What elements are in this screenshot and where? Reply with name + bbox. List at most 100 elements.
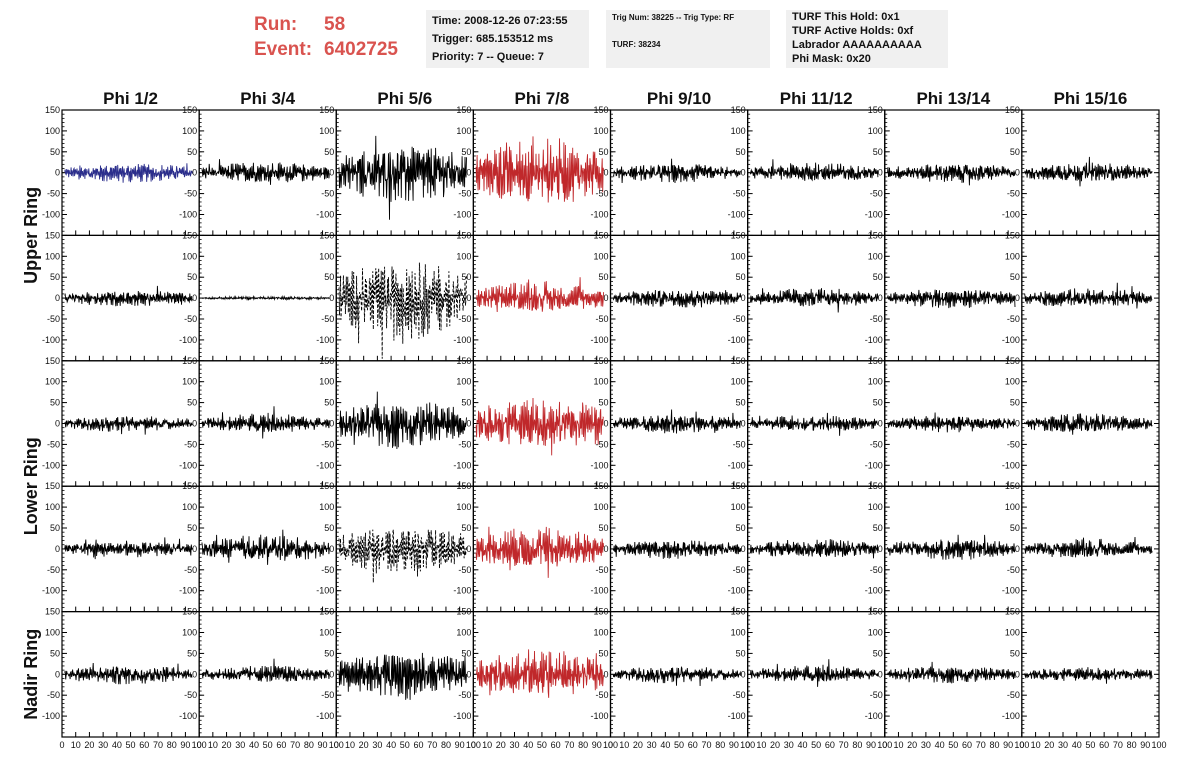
x-tick-label: 40: [112, 740, 122, 750]
y-tick-label: -50: [733, 565, 746, 575]
y-tick-label: -50: [184, 189, 197, 199]
x-tick-label: 20: [770, 740, 780, 750]
event-row: Event: 6402725: [254, 37, 398, 62]
y-tick-label: 0: [878, 669, 883, 679]
y-tick-label: 150: [1005, 481, 1020, 491]
y-tick-label: -100: [316, 210, 334, 220]
y-tick-label: 0: [329, 669, 334, 679]
y-tick-label: 0: [466, 544, 471, 554]
y-tick-label: 50: [598, 523, 608, 533]
y-tick-label: -50: [184, 565, 197, 575]
waveform-trace: [201, 294, 330, 302]
y-tick-label: -100: [590, 460, 608, 470]
y-tick-label: 50: [873, 147, 883, 157]
y-tick-label: 100: [182, 251, 197, 261]
ring-label: Lower Ring: [21, 437, 41, 535]
x-tick-label: 30: [372, 740, 382, 750]
y-tick-label: -100: [728, 711, 746, 721]
y-tick-label: 0: [55, 544, 60, 554]
x-tick-label: 10: [208, 740, 218, 750]
x-tick-label: 30: [98, 740, 108, 750]
column-title: Phi 1/2: [103, 89, 158, 108]
x-tick-label: 20: [1044, 740, 1054, 750]
x-tick-label: 90: [1140, 740, 1150, 750]
column-title: Phi 9/10: [647, 89, 711, 108]
column-title: Phi 13/14: [916, 89, 990, 108]
y-tick-label: 100: [319, 251, 334, 261]
y-tick-label: 0: [741, 669, 746, 679]
y-tick-label: 150: [182, 356, 197, 366]
y-tick-label: 100: [1005, 126, 1020, 136]
y-tick-label: -100: [179, 210, 197, 220]
waveform-trace: [64, 662, 193, 685]
run-label: Run:: [254, 14, 298, 35]
y-tick-label: -50: [595, 565, 608, 575]
x-tick-label: 0: [334, 740, 339, 750]
y-tick-label: -50: [184, 690, 197, 700]
y-tick-label: 50: [1010, 648, 1020, 658]
y-tick-label: -50: [47, 189, 60, 199]
x-tick-label: 70: [427, 740, 437, 750]
waveform-trace: [612, 158, 742, 184]
y-tick-label: 100: [456, 628, 471, 638]
x-tick-label: 40: [1072, 740, 1082, 750]
y-tick-label: 150: [319, 356, 334, 366]
y-tick-label: -50: [458, 690, 471, 700]
waveform-trace: [475, 136, 605, 203]
x-tick-label: 50: [811, 740, 821, 750]
y-tick-label: 0: [329, 544, 334, 554]
y-tick-label: -100: [590, 335, 608, 345]
event-label: Event:: [254, 39, 313, 60]
x-tick-label: 10: [482, 740, 492, 750]
y-tick-label: -50: [458, 314, 471, 324]
x-tick-label: 0: [59, 740, 64, 750]
y-tick-label: 150: [319, 105, 334, 115]
y-tick-label: -100: [590, 210, 608, 220]
y-tick-label: 0: [878, 419, 883, 429]
y-tick-label: 0: [741, 293, 746, 303]
waveform-trace: [1024, 667, 1153, 684]
waveform-trace: [887, 164, 1016, 186]
y-tick-label: -50: [458, 189, 471, 199]
y-tick-label: 150: [731, 230, 746, 240]
priority-text: Priority: 7 -- Queue: 7: [432, 51, 544, 63]
y-tick-label: 0: [1015, 293, 1020, 303]
y-tick-label: 150: [182, 481, 197, 491]
x-tick-label: 0: [608, 740, 613, 750]
x-tick-label: 40: [935, 740, 945, 750]
y-tick-label: -100: [865, 210, 883, 220]
y-tick-label: -50: [733, 439, 746, 449]
waveform-trace: [612, 540, 742, 559]
y-tick-label: -100: [1002, 711, 1020, 721]
y-tick-label: -50: [595, 690, 608, 700]
x-tick-label: 100: [877, 740, 892, 750]
x-tick-label: 50: [263, 740, 273, 750]
y-tick-label: 150: [1005, 230, 1020, 240]
y-tick-label: 50: [873, 523, 883, 533]
y-tick-label: -100: [42, 335, 60, 345]
ring-label: Nadir Ring: [21, 629, 41, 720]
x-tick-label: 50: [126, 740, 136, 750]
y-tick-label: 50: [598, 147, 608, 157]
y-tick-label: 100: [868, 628, 883, 638]
y-tick-label: -50: [458, 565, 471, 575]
column-title: Phi 3/4: [240, 89, 295, 108]
y-tick-label: -50: [870, 565, 883, 575]
y-tick-label: 50: [50, 523, 60, 533]
y-tick-label: -50: [870, 314, 883, 324]
y-tick-label: 150: [45, 105, 60, 115]
y-tick-label: 100: [731, 502, 746, 512]
run-row: Run: 58: [254, 12, 398, 37]
y-tick-label: -100: [42, 460, 60, 470]
y-tick-label: 150: [456, 481, 471, 491]
y-tick-label: 150: [593, 230, 608, 240]
y-tick-label: 0: [878, 168, 883, 178]
turf-this-hold-text: TURF This Hold: 0x1: [792, 11, 900, 23]
x-tick-label: 20: [633, 740, 643, 750]
y-tick-label: -100: [42, 210, 60, 220]
x-tick-label: 50: [948, 740, 958, 750]
y-tick-label: 100: [868, 377, 883, 387]
y-tick-label: 0: [741, 419, 746, 429]
x-tick-label: 90: [866, 740, 876, 750]
y-tick-label: 100: [45, 251, 60, 261]
